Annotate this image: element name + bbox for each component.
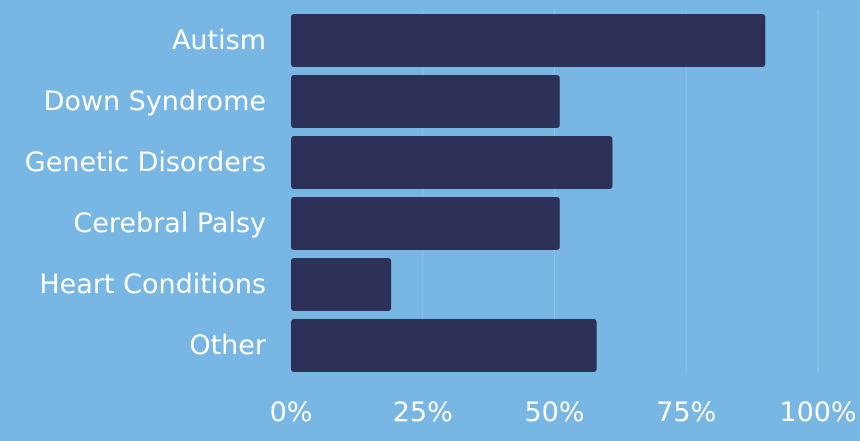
bar-down-syndrome xyxy=(291,75,560,128)
bars xyxy=(291,14,766,372)
category-label-cerebral-palsy: Cerebral Palsy xyxy=(73,208,266,239)
x-tick-label-0: 0% xyxy=(270,397,313,428)
bar-genetic-disorders xyxy=(291,136,613,189)
category-label-genetic-disorders: Genetic Disorders xyxy=(25,147,266,178)
gridlines xyxy=(422,10,819,372)
bar-heart-conditions xyxy=(291,258,392,311)
category-labels: Autism Down Syndrome Genetic Disorders Cere… xyxy=(25,25,267,361)
bar-autism xyxy=(291,14,766,67)
category-label-autism: Autism xyxy=(172,25,266,56)
x-tick-label-75: 75% xyxy=(656,397,716,428)
bar-other xyxy=(291,319,597,372)
category-label-other: Other xyxy=(189,330,267,361)
x-axis-tick-labels: 0% 25% 50% 75% 100% xyxy=(270,397,857,428)
bar-cerebral-palsy xyxy=(291,197,560,250)
x-tick-label-25: 25% xyxy=(393,397,453,428)
x-tick-label-50: 50% xyxy=(524,397,584,428)
category-label-heart-conditions: Heart Conditions xyxy=(39,269,266,300)
x-tick-label-100: 100% xyxy=(779,397,856,428)
category-label-down-syndrome: Down Syndrome xyxy=(44,86,266,117)
